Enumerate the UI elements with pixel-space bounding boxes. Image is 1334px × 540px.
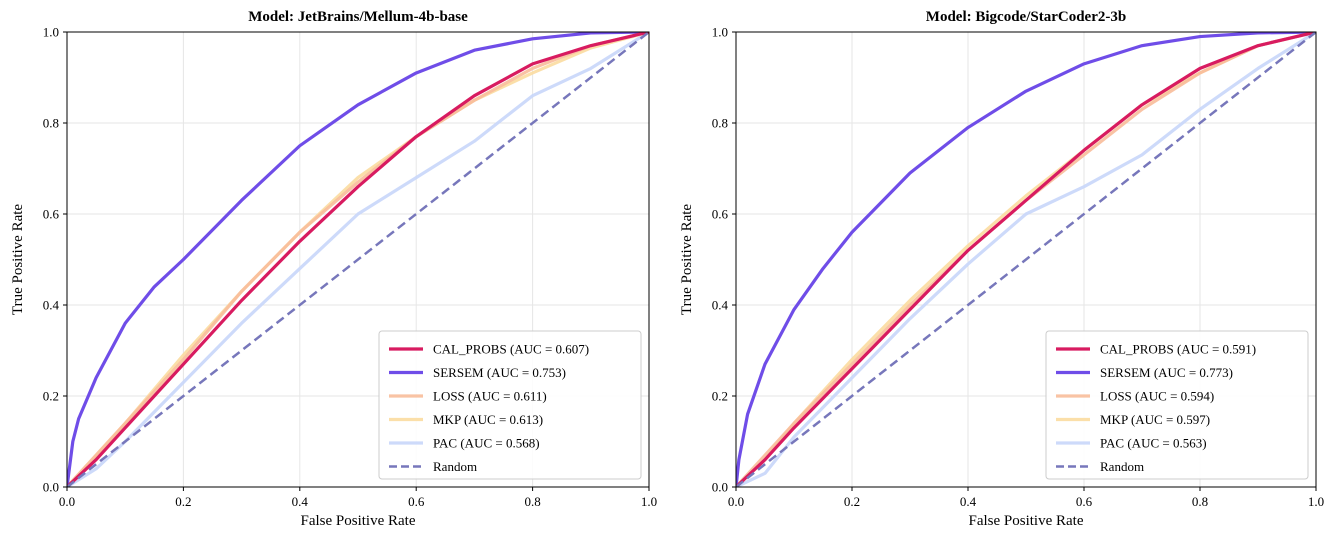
legend-label: CAL_PROBS (AUC = 0.591)	[1100, 342, 1256, 357]
y-axis-label: True Positive Rate	[679, 204, 695, 315]
legend-label: Random	[433, 459, 477, 474]
y-tick-label: 1.0	[43, 25, 59, 40]
legend-label: PAC (AUC = 0.568)	[433, 436, 540, 451]
series-line-pac	[736, 32, 1316, 487]
x-tick-label: 0.4	[292, 494, 309, 509]
legend: CAL_PROBS (AUC = 0.591) SERSEM (AUC = 0.7…	[1045, 330, 1309, 480]
y-tick-label: 0.4	[712, 298, 729, 313]
legend-label: SERSEM (AUC = 0.773)	[1100, 365, 1233, 380]
legend-label: PAC (AUC = 0.563)	[1100, 436, 1207, 451]
series-line-cal-probs	[736, 32, 1316, 487]
y-tick-label: 0.2	[712, 389, 728, 404]
y-tick-label: 0.6	[712, 207, 729, 222]
x-tick-label: 0.0	[728, 494, 744, 509]
x-tick-label: 0.6	[408, 494, 425, 509]
y-tick-label: 0.4	[43, 298, 60, 313]
series-group	[736, 32, 1316, 487]
series-line-cal-probs	[67, 32, 649, 487]
x-tick-label: 0.4	[960, 494, 977, 509]
legend-label: CAL_PROBS (AUC = 0.607)	[433, 342, 589, 357]
series-line-random	[736, 32, 1316, 487]
x-tick-label: 0.8	[524, 494, 540, 509]
x-tick-label: 1.0	[641, 494, 657, 509]
roc-panel-starcoder: 0.0 0.2 0.4 0.6 0.8 1.0 0.0 0.2 0.4 0.6 0.8 1.0 Mode…	[679, 9, 1324, 529]
plot-frame	[66, 31, 650, 488]
chart-title: Model: JetBrains/Mellum-4b-base	[248, 9, 468, 25]
y-tick-label: 0.6	[43, 207, 60, 222]
y-axis-label: True Positive Rate	[10, 204, 26, 315]
x-tick-label: 0.2	[175, 494, 191, 509]
y-tick-label: 0.8	[712, 116, 728, 131]
x-tick-label: 0.8	[1192, 494, 1208, 509]
x-axis-label: False Positive Rate	[969, 513, 1084, 529]
series-line-sersem	[736, 32, 1316, 487]
y-tick-label: 1.0	[712, 25, 728, 40]
legend-box	[378, 330, 642, 480]
legend-label: Random	[1100, 459, 1144, 474]
x-tick-label: 0.6	[1076, 494, 1093, 509]
series-line-loss	[67, 32, 649, 487]
y-tick-label: 0.0	[712, 480, 728, 495]
legend: CAL_PROBS (AUC = 0.607) SERSEM (AUC = 0.7…	[378, 330, 642, 480]
legend-label: MKP (AUC = 0.613)	[433, 412, 543, 427]
legend-label: MKP (AUC = 0.597)	[1100, 412, 1210, 427]
legend-label: SERSEM (AUC = 0.753)	[433, 365, 566, 380]
x-tick-label: 0.0	[59, 494, 75, 509]
x-tick-label: 0.2	[844, 494, 860, 509]
legend-label: LOSS (AUC = 0.594)	[1100, 389, 1214, 404]
series-line-random	[67, 32, 649, 487]
x-axis-label: False Positive Rate	[301, 513, 416, 529]
series-line-pac	[67, 32, 649, 487]
series-group	[67, 32, 649, 487]
y-tick-label: 0.8	[43, 116, 59, 131]
series-line-sersem	[67, 32, 649, 487]
y-tick-label: 0.0	[43, 480, 59, 495]
y-tick-label: 0.2	[43, 389, 59, 404]
plot-frame	[735, 31, 1317, 488]
x-tick-label: 1.0	[1308, 494, 1324, 509]
legend-box	[1045, 330, 1309, 480]
roc-panel-mellum: 0.0 0.2 0.4 0.6 0.8 1.0 0.0 0.2 0.4 0.6 0.8 1.0 Mode…	[10, 9, 657, 529]
legend-label: LOSS (AUC = 0.611)	[433, 389, 547, 404]
chart-title: Model: Bigcode/StarCoder2-3b	[926, 9, 1126, 25]
